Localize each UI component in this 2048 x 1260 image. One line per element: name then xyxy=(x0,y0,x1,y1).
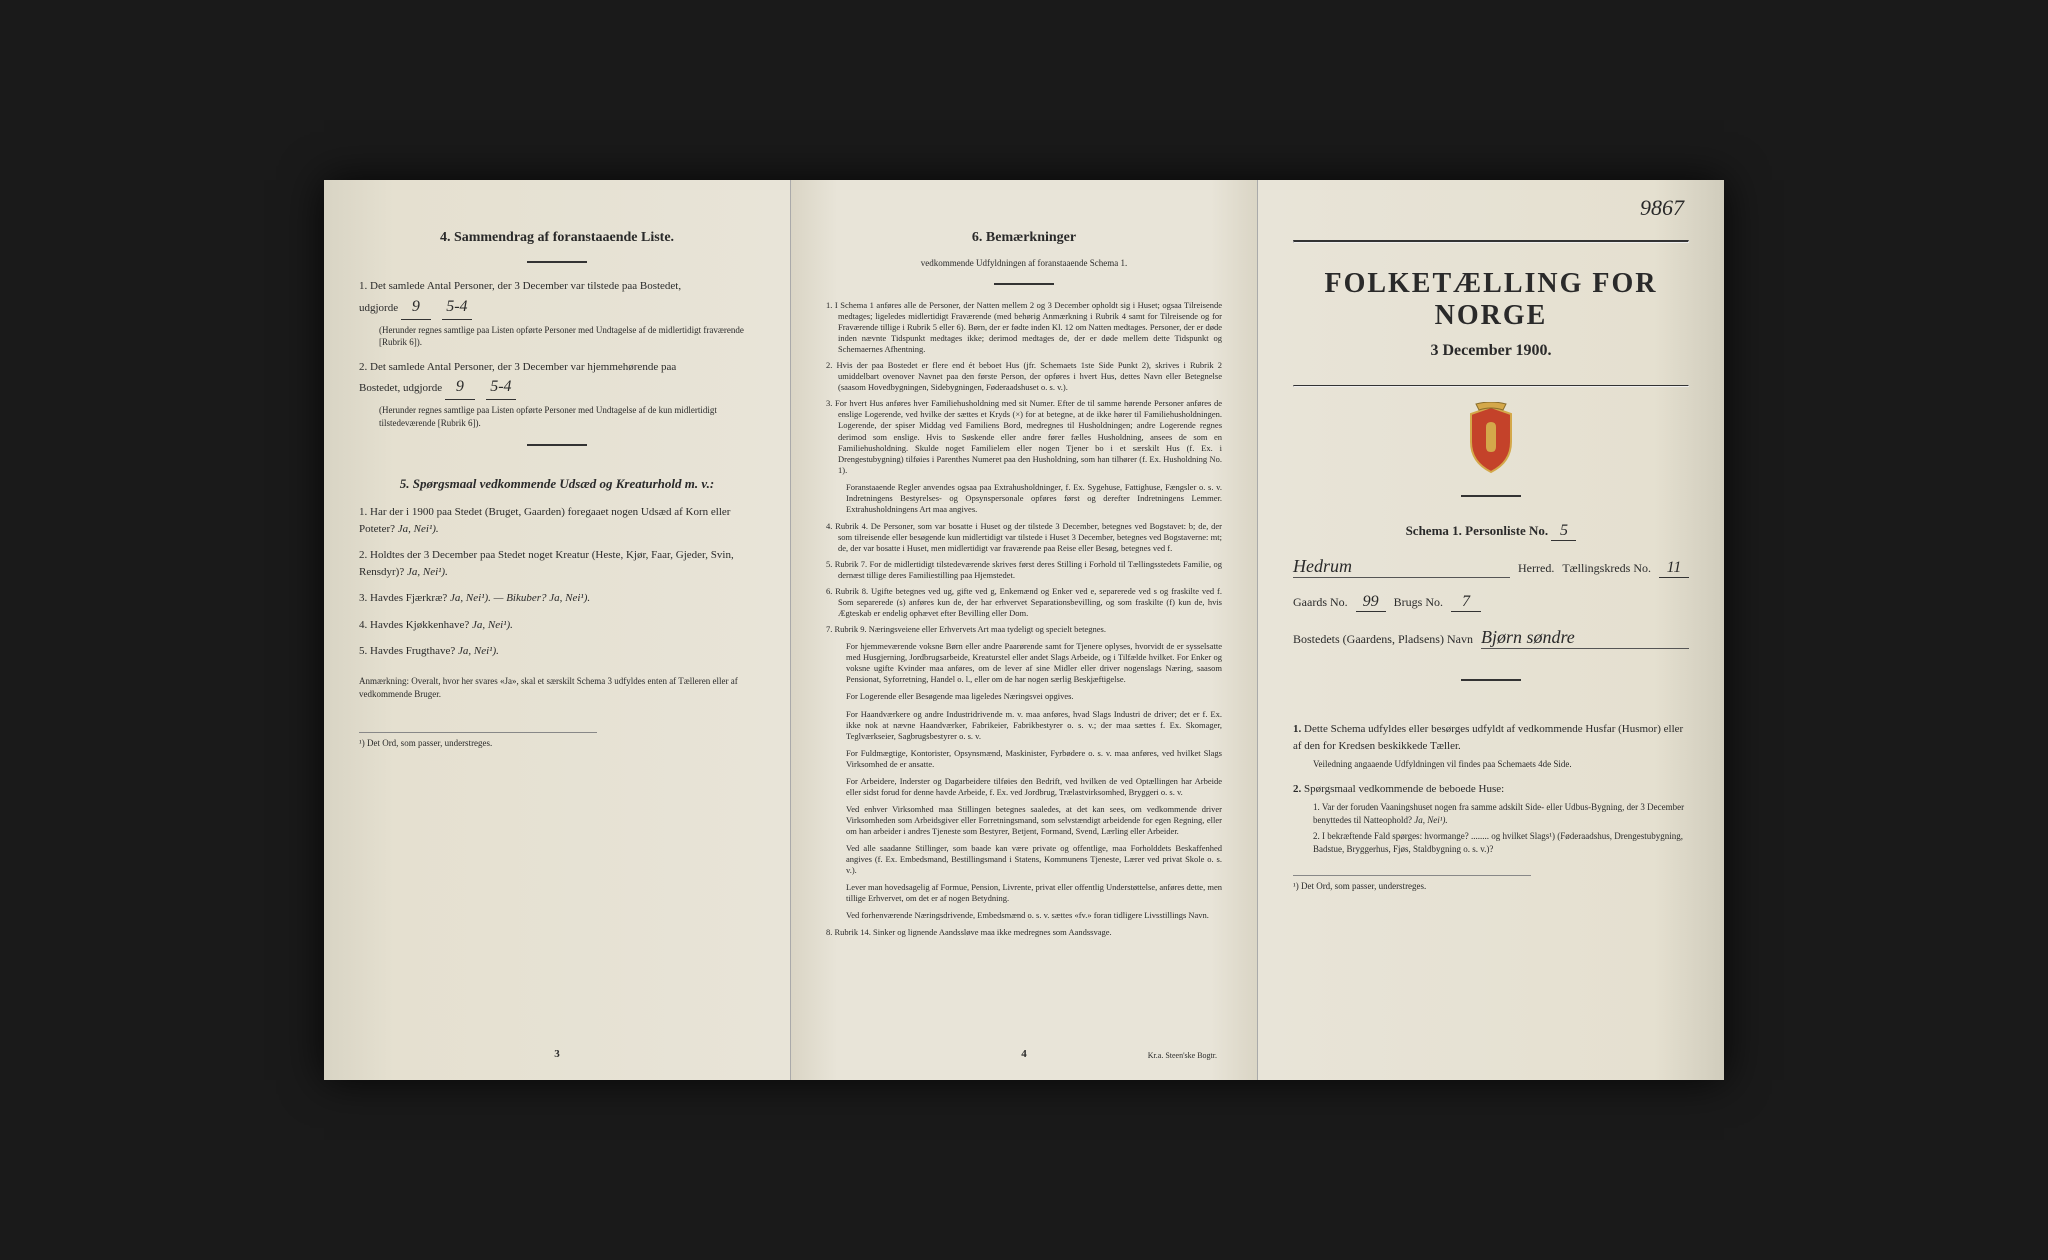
divider xyxy=(527,261,587,263)
instructions: 1. Dette Schema udfyldes eller besørges … xyxy=(1293,721,1689,855)
anmaerkning: Anmærkning: Overalt, hvor her svares «Ja… xyxy=(359,675,755,702)
brugs-no: 7 xyxy=(1451,593,1481,612)
value-tilstede: 9 xyxy=(401,295,431,320)
top-rule xyxy=(1293,240,1689,243)
remark-subnote: For hjemmeværende voksne Børn eller andr… xyxy=(826,641,1222,685)
section6-title: 6. Bemærkninger xyxy=(826,230,1222,246)
census-date: 3 December 1900. xyxy=(1293,342,1689,360)
page-middle: 6. Bemærkninger vedkommende Udfyldningen… xyxy=(791,180,1258,1080)
remark-subnote: Ved forhenværende Næringsdrivende, Embed… xyxy=(826,910,1222,921)
handwritten-page-number: 9867 xyxy=(1640,195,1684,221)
q2: 2. Holdtes der 3 December paa Stedet nog… xyxy=(359,547,755,580)
footnote-right: ¹) Det Ord, som passer, understreges. xyxy=(1293,875,1531,891)
remark-item: 5. Rubrik 7. For de midlertidigt tilsted… xyxy=(826,559,1222,581)
page-left: 4. Sammendrag af foranstaaende Liste. 1.… xyxy=(324,180,791,1080)
remark-subnote: Foranstaaende Regler anvendes ogsaa paa … xyxy=(826,482,1222,515)
q1: 1. Har der i 1900 paa Stedet (Bruget, Ga… xyxy=(359,504,755,537)
page-number: 3 xyxy=(554,1048,560,1060)
remark-item: 1. I Schema 1 anføres alle de Personer, … xyxy=(826,300,1222,355)
instr2-q2: 2. I bekræftende Fald spørges: hvormange… xyxy=(1313,830,1689,855)
bosted-name: Bjørn søndre xyxy=(1481,627,1689,649)
value-hjemme: 9 xyxy=(445,375,475,400)
remark-item: 4. Rubrik 4. De Personer, som var bosatt… xyxy=(826,521,1222,554)
remark-item: 6. Rubrik 8. Ugifte betegnes ved ug, gif… xyxy=(826,586,1222,619)
footnote-left: ¹) Det Ord, som passer, understreges. xyxy=(359,732,597,748)
q3: 3. Havdes Fjærkræ? Ja, Nei¹). — Bikuber?… xyxy=(359,590,755,607)
divider xyxy=(1461,679,1521,681)
personliste-no: 5 xyxy=(1551,522,1576,541)
remark-subnote: For Fuldmægtige, Kontorister, Opsynsmænd… xyxy=(826,748,1222,770)
divider xyxy=(1461,495,1521,497)
remark-item: 3. For hvert Hus anføres hver Familiehus… xyxy=(826,398,1222,475)
schema-line: Schema 1. Personliste No. 5 xyxy=(1293,522,1689,541)
remark-subnote: For Haandværkere og andre Industridriven… xyxy=(826,709,1222,742)
remark-subnote: Lever man hovedsagelig af Formue, Pensio… xyxy=(826,882,1222,904)
coat-of-arms-icon xyxy=(1293,402,1689,480)
gaards-no: 99 xyxy=(1356,593,1386,612)
remark-item: 2. Hvis der paa Bostedet er flere end ét… xyxy=(826,360,1222,393)
section6-subtitle: vedkommende Udfyldningen af foranstaaend… xyxy=(826,258,1222,268)
instruction-1: 1. Dette Schema udfyldes eller besørges … xyxy=(1293,721,1689,771)
instruction-2: 2. Spørgsmaal vedkommende de beboede Hus… xyxy=(1293,781,1689,856)
summary-item-2: 2. Det samlede Antal Personer, der 3 Dec… xyxy=(359,359,755,430)
section4-title: 4. Sammendrag af foranstaaende Liste. xyxy=(359,230,755,246)
remark-subnote: Ved alle saadanne Stillinger, som baade … xyxy=(826,843,1222,876)
remark-subnote: For Logerende eller Besøgende maa ligele… xyxy=(826,691,1222,702)
q5: 5. Havdes Frugthave? Ja, Nei¹). xyxy=(359,643,755,660)
remark-item: 7. Rubrik 9. Næringsveiene eller Erhverv… xyxy=(826,624,1222,635)
bosted-line: Bostedets (Gaardens, Pladsens) Navn Bjør… xyxy=(1293,627,1689,649)
herred-line: Hedrum Herred. Tællingskreds No. 11 xyxy=(1293,556,1689,578)
instr2-q1: 1. Var der foruden Vaaningshuset nogen f… xyxy=(1313,801,1689,826)
document-spread: 4. Sammendrag af foranstaaende Liste. 1.… xyxy=(324,180,1724,1080)
q4: 4. Havdes Kjøkkenhave? Ja, Nei¹). xyxy=(359,617,755,634)
rule xyxy=(1293,385,1689,387)
taellingskreds-no: 11 xyxy=(1659,559,1689,578)
remarks-list: 1. I Schema 1 anføres alle de Personer, … xyxy=(826,300,1222,938)
gaards-line: Gaards No. 99 Brugs No. 7 xyxy=(1293,593,1689,612)
page-right: 9867 FOLKETÆLLING FOR NORGE 3 December 1… xyxy=(1258,180,1724,1080)
section5-title: 5. Spørgsmaal vedkommende Udsæd og Kreat… xyxy=(359,476,755,492)
remark-item: 8. Rubrik 14. Sinker og lignende Aandssl… xyxy=(826,927,1222,938)
remark-subnote: Ved enhver Virksomhed maa Stillingen bet… xyxy=(826,804,1222,837)
printer-mark: Kr.a. Steen'ske Bogtr. xyxy=(1148,1051,1217,1060)
page-number: 4 xyxy=(1021,1048,1027,1060)
divider xyxy=(994,283,1054,285)
herred-value: Hedrum xyxy=(1293,556,1510,578)
divider xyxy=(527,444,587,446)
remark-subnote: For Arbeidere, Inderster og Dagarbeidere… xyxy=(826,776,1222,798)
summary-item-1: 1. Det samlede Antal Personer, der 3 Dec… xyxy=(359,278,755,349)
census-title: FOLKETÆLLING FOR NORGE xyxy=(1293,268,1689,332)
